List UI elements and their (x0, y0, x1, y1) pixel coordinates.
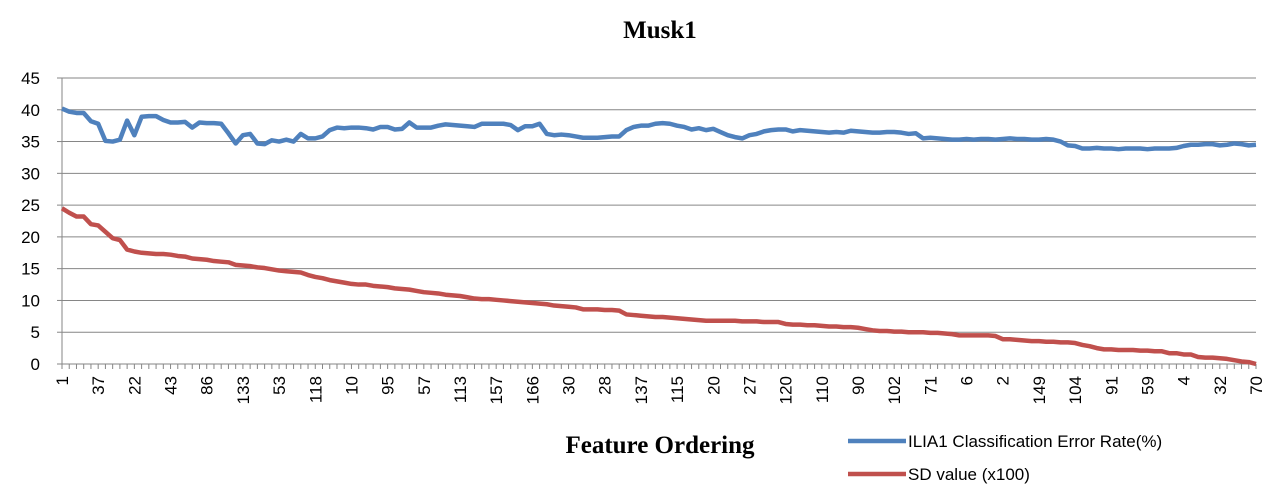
legend-label: ILIA1 Classification Error Rate(%) (908, 432, 1162, 451)
x-tick-label: 32 (1211, 376, 1230, 395)
x-tick-label: 90 (849, 376, 868, 395)
y-tick-label: 0 (31, 355, 40, 374)
x-tick-label: 133 (234, 376, 253, 404)
y-tick-label: 30 (21, 164, 40, 183)
x-tick-label: 110 (813, 376, 832, 403)
x-tick-label: 149 (1030, 376, 1049, 404)
y-tick-label: 35 (21, 133, 40, 152)
y-tick-label: 45 (21, 69, 40, 88)
x-tick-label: 22 (125, 376, 144, 395)
series-line (61, 106, 1257, 152)
x-tick-label: 53 (270, 376, 289, 395)
y-tick-label: 15 (21, 260, 40, 279)
x-tick-label: 118 (306, 376, 325, 403)
chart-title: Musk1 (623, 17, 697, 44)
x-tick-label: 91 (1102, 376, 1121, 395)
x-tick-label: 102 (885, 376, 904, 404)
x-tick-label: 157 (487, 376, 506, 404)
y-tick-label: 25 (21, 196, 40, 215)
x-tick-label: 43 (162, 376, 181, 395)
x-tick-label: 95 (379, 376, 398, 395)
x-tick-label: 57 (415, 376, 434, 395)
x-tick-label: 4 (1175, 376, 1194, 385)
y-tick-label: 10 (21, 291, 40, 310)
y-tick-label: 20 (21, 228, 40, 247)
x-tick-label: 104 (1066, 376, 1085, 404)
legend-label: SD value (x100) (908, 465, 1030, 484)
y-tick-label: 40 (21, 101, 40, 120)
x-tick-label: 6 (958, 376, 977, 385)
x-tick-label: 30 (560, 376, 579, 395)
x-tick-label: 27 (740, 376, 759, 395)
x-tick-label: 115 (668, 376, 687, 403)
x-tick-label: 20 (704, 376, 723, 395)
x-axis-label: Feature Ordering (565, 432, 755, 459)
x-tick-label: 1 (53, 376, 72, 385)
x-tick-label: 2 (994, 376, 1013, 385)
x-tick-label: 59 (1138, 376, 1157, 395)
x-tick-label: 28 (596, 376, 615, 395)
x-tick-label: 37 (89, 376, 108, 395)
x-tick-label: 137 (632, 376, 651, 404)
y-tick-label: 5 (31, 323, 40, 342)
x-tick-label: 86 (198, 376, 217, 395)
x-tick-label: 70 (1247, 376, 1266, 395)
series-line (60, 206, 1257, 367)
x-tick-label: 120 (777, 376, 796, 404)
x-tick-label: 166 (523, 376, 542, 404)
x-tick-label: 10 (342, 376, 361, 395)
x-tick-label: 71 (921, 376, 940, 395)
x-tick-label: 113 (451, 376, 470, 403)
